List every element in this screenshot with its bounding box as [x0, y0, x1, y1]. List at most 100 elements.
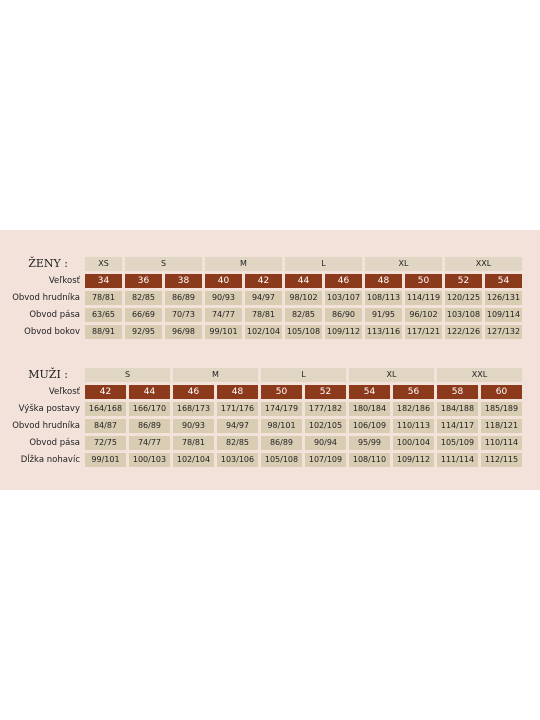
size-group: L: [285, 257, 362, 271]
row-label: Obvod pása: [29, 310, 80, 320]
value-cell: 118/121: [481, 419, 522, 433]
value-cell: 122/126: [445, 325, 482, 339]
value-cell: 74/77: [205, 308, 242, 322]
value-cell: 98/102: [285, 291, 322, 305]
row-label: Obvod bokov: [24, 327, 80, 337]
size-group: S: [85, 368, 170, 382]
value-cell: 92/95: [125, 325, 162, 339]
value-cell: 90/93: [173, 419, 214, 433]
value-cell: 82/85: [217, 436, 258, 450]
value-cell: 86/89: [129, 419, 170, 433]
value-cell: 111/114: [437, 453, 478, 467]
value-cell: 99/101: [85, 453, 126, 467]
value-cell: 174/179: [261, 402, 302, 416]
size-cell: 50: [405, 274, 442, 288]
value-cell: 86/89: [261, 436, 302, 450]
row-label: Výška postavy: [18, 404, 80, 414]
value-cell: 78/81: [173, 436, 214, 450]
value-cell: 105/108: [285, 325, 322, 339]
value-cell: 94/97: [245, 291, 282, 305]
size-group: XS: [85, 257, 122, 271]
value-cell: 112/115: [481, 453, 522, 467]
size-group: XXL: [437, 368, 522, 382]
size-cell: 56: [393, 385, 434, 399]
size-cell: 60: [481, 385, 522, 399]
value-cell: 166/170: [129, 402, 170, 416]
value-cell: 177/182: [305, 402, 346, 416]
value-cell: 120/125: [445, 291, 482, 305]
size-cell: 54: [485, 274, 522, 288]
size-group: S: [125, 257, 202, 271]
row-label: Veľkosť: [48, 276, 80, 286]
size-group: XL: [365, 257, 442, 271]
value-cell: 82/85: [285, 308, 322, 322]
value-cell: 108/113: [365, 291, 402, 305]
size-cell: 48: [217, 385, 258, 399]
size-group: M: [173, 368, 258, 382]
value-cell: 78/81: [85, 291, 122, 305]
value-cell: 98/101: [261, 419, 302, 433]
size-group: L: [261, 368, 346, 382]
value-cell: 99/101: [205, 325, 242, 339]
value-cell: 105/109: [437, 436, 478, 450]
value-cell: 95/99: [349, 436, 390, 450]
value-cell: 84/87: [85, 419, 126, 433]
value-cell: 100/104: [393, 436, 434, 450]
row-label: Obvod hrudníka: [12, 421, 80, 431]
size-cell: 42: [85, 385, 126, 399]
value-cell: 96/98: [165, 325, 202, 339]
size-cell: 48: [365, 274, 402, 288]
value-cell: 184/188: [437, 402, 478, 416]
value-cell: 90/93: [205, 291, 242, 305]
value-cell: 102/104: [245, 325, 282, 339]
size-cell: 52: [305, 385, 346, 399]
row-label: Obvod pása: [29, 438, 80, 448]
value-cell: 103/108: [445, 308, 482, 322]
size-chart-panel: ŽENY : XS 34 S 36 38 M 40 42 L 44 46 XL 48 50 XXL 52 54 Ve…: [0, 230, 540, 490]
value-cell: 74/77: [129, 436, 170, 450]
size-cell: 44: [129, 385, 170, 399]
value-cell: 108/110: [349, 453, 390, 467]
value-cell: 103/106: [217, 453, 258, 467]
value-cell: 180/184: [349, 402, 390, 416]
value-cell: 107/109: [305, 453, 346, 467]
value-cell: 100/103: [129, 453, 170, 467]
value-cell: 106/109: [349, 419, 390, 433]
value-cell: 91/95: [365, 308, 402, 322]
row-label: Dĺžka nohavíc: [20, 455, 80, 465]
value-cell: 171/176: [217, 402, 258, 416]
size-cell: 40: [205, 274, 242, 288]
size-cell: 42: [245, 274, 282, 288]
value-cell: 72/75: [85, 436, 126, 450]
size-cell: 38: [165, 274, 202, 288]
value-cell: 78/81: [245, 308, 282, 322]
value-cell: 90/94: [305, 436, 346, 450]
row-label: Obvod hrudníka: [12, 293, 80, 303]
size-cell: 54: [349, 385, 390, 399]
size-cell: 46: [325, 274, 362, 288]
value-cell: 114/119: [405, 291, 442, 305]
value-cell: 127/132: [485, 325, 522, 339]
value-cell: 117/121: [405, 325, 442, 339]
value-cell: 102/105: [305, 419, 346, 433]
size-cell: 46: [173, 385, 214, 399]
value-cell: 168/173: [173, 402, 214, 416]
size-group: XXL: [445, 257, 522, 271]
size-group: XL: [349, 368, 434, 382]
value-cell: 114/117: [437, 419, 478, 433]
value-cell: 164/168: [85, 402, 126, 416]
value-cell: 86/89: [165, 291, 202, 305]
value-cell: 109/112: [325, 325, 362, 339]
row-label: Veľkosť: [48, 387, 80, 397]
size-cell: 58: [437, 385, 478, 399]
value-cell: 102/104: [173, 453, 214, 467]
value-cell: 113/116: [365, 325, 402, 339]
size-group: M: [205, 257, 282, 271]
value-cell: 105/108: [261, 453, 302, 467]
value-cell: 94/97: [217, 419, 258, 433]
size-cell: 44: [285, 274, 322, 288]
size-cell: 52: [445, 274, 482, 288]
size-cell: 36: [125, 274, 162, 288]
value-cell: 109/114: [485, 308, 522, 322]
